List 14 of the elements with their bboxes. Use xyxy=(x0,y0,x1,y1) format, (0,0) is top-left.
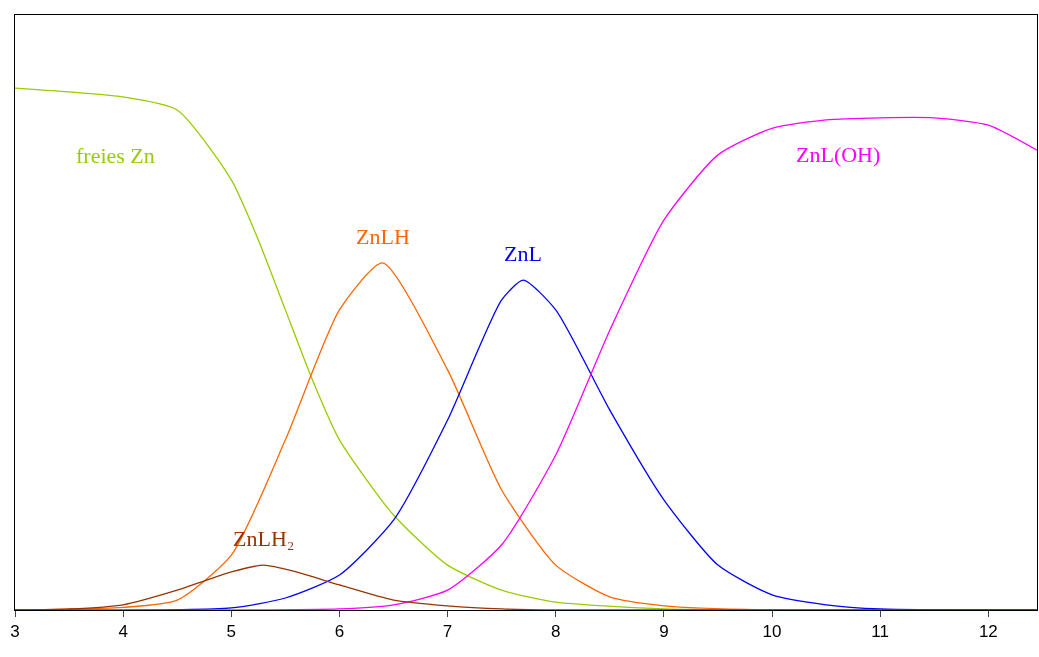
x-tick-label: 3 xyxy=(10,622,20,642)
x-tick-label: 6 xyxy=(334,622,345,642)
series-label: ZnL(OH) xyxy=(796,142,881,167)
series-label: freies Zn xyxy=(76,143,155,168)
series-label: ZnL xyxy=(504,241,542,266)
x-tick-label: 11 xyxy=(871,622,890,642)
x-tick-label: 7 xyxy=(442,622,453,642)
x-tick-label: 10 xyxy=(762,622,782,642)
x-tick-label: 9 xyxy=(659,622,669,642)
x-tick-label: 5 xyxy=(226,622,237,642)
x-tick-label: 8 xyxy=(551,622,561,642)
series-label: ZnLH xyxy=(356,224,410,249)
x-tick-label: 4 xyxy=(118,622,128,642)
x-tick-label: 12 xyxy=(978,622,998,642)
